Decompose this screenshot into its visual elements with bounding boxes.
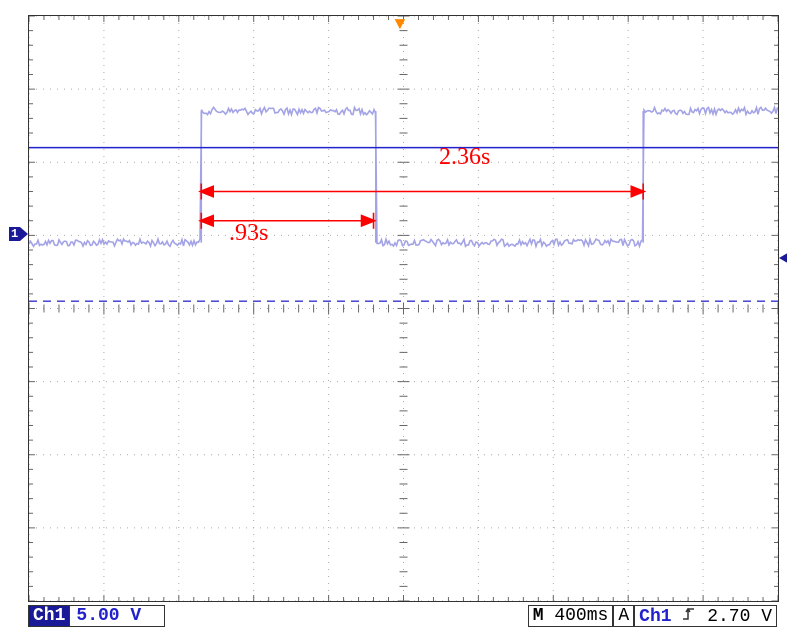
readout-bar: Ch1 5.00 V M 400ms A Ch1 2.70 V — [28, 605, 777, 627]
rising-edge-icon — [682, 606, 696, 626]
channel-ground-marker-icon: 1 — [9, 227, 20, 241]
plot-area: ▼ 2.36s .93s — [28, 15, 779, 602]
annotations — [29, 16, 778, 601]
timebase-label: M — [533, 606, 544, 626]
channel-ground-marker-label: 1 — [11, 227, 18, 241]
trigger-source: Ch1 — [639, 607, 671, 627]
timebase-value: 400ms — [554, 606, 608, 626]
trigger-mode-readout: A — [613, 605, 634, 627]
trigger-level-arrow-icon — [779, 251, 787, 265]
period-measurement-label: 2.36s — [439, 144, 490, 171]
trigger-readout: Ch1 2.70 V — [634, 605, 777, 627]
pulse-width-measurement-label: .93s — [229, 220, 268, 247]
trigger-level: 2.70 V — [707, 607, 772, 627]
timebase-readout: M 400ms — [528, 605, 614, 627]
channel-label: Ch1 — [28, 605, 70, 627]
trigger-time-marker-icon: ▼ — [395, 15, 406, 35]
volts-per-div-readout: 5.00 V — [70, 605, 165, 627]
oscilloscope-capture: ▼ 2.36s .93s 1 Ch1 5.00 V M 400ms A Ch1 … — [10, 10, 777, 632]
